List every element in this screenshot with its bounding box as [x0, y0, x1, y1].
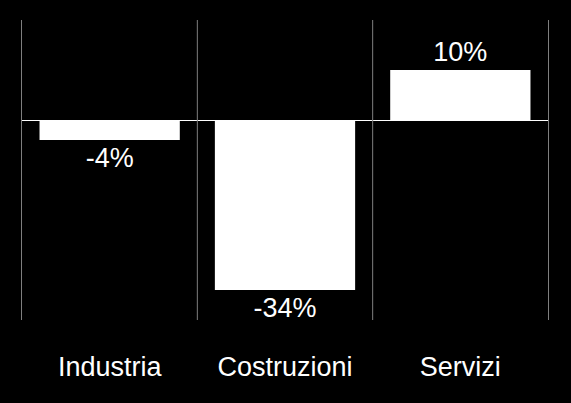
svg-text:Costruzioni: Costruzioni	[217, 352, 352, 382]
svg-text:Industria: Industria	[58, 352, 163, 382]
svg-text:-34%: -34%	[253, 293, 316, 323]
svg-text:Servizi: Servizi	[420, 352, 501, 382]
svg-text:10%: 10%	[433, 37, 487, 67]
svg-text:-4%: -4%	[86, 143, 134, 173]
